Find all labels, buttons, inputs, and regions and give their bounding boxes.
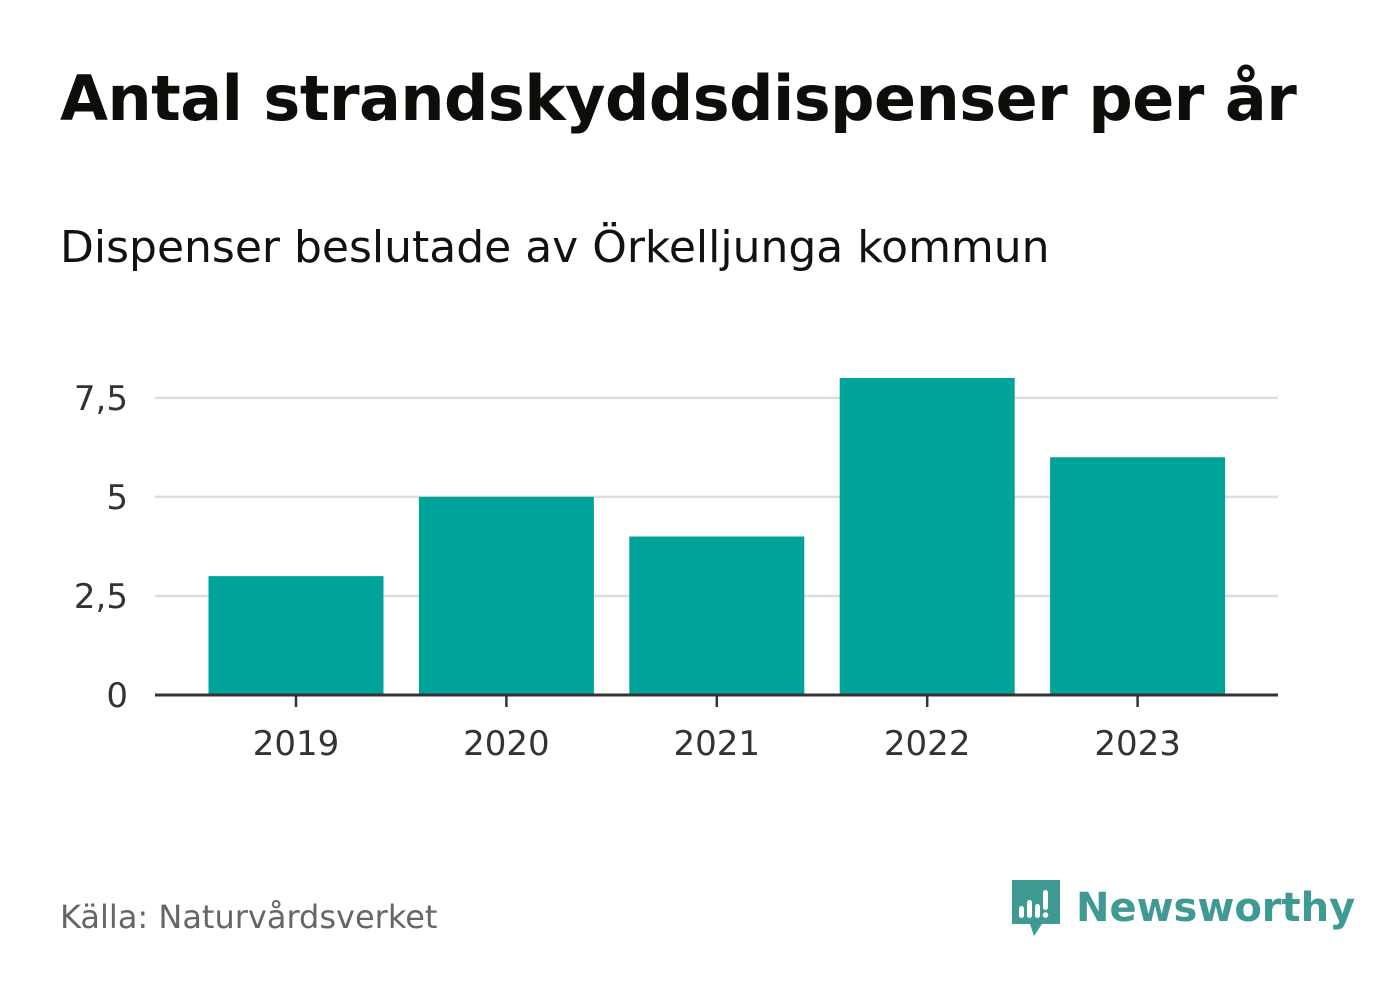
y-tick-label: 5 xyxy=(106,478,128,518)
y-tick-label: 0 xyxy=(106,676,128,716)
bars xyxy=(208,378,1226,695)
x-tick-label: 2021 xyxy=(674,724,761,764)
x-tick-label: 2020 xyxy=(463,724,550,764)
y-tick-label: 7,5 xyxy=(74,379,128,419)
bar-2022 xyxy=(839,378,1015,695)
x-tick-label: 2022 xyxy=(884,724,971,764)
source-note: Källa: Naturvårdsverket xyxy=(60,898,438,936)
chart-title: Antal strandskyddsdispenser per år xyxy=(60,62,1297,135)
y-tick-label: 2,5 xyxy=(74,577,128,617)
y-axis-ticks: 0 2,5 5 7,5 xyxy=(74,379,128,716)
x-tick-label: 2023 xyxy=(1094,724,1181,764)
chart-subtitle: Dispenser beslutade av Örkelljunga kommu… xyxy=(60,222,1050,273)
brand-logo: Newsworthy xyxy=(1010,878,1355,938)
bar-2019 xyxy=(208,576,384,695)
bar-2023 xyxy=(1050,457,1226,695)
bar-2021 xyxy=(629,536,805,695)
x-tick-label: 2019 xyxy=(253,724,340,764)
x-axis-ticks: 2019 2020 2021 2022 2023 xyxy=(253,695,1181,764)
bar-2020 xyxy=(418,496,594,695)
brand-name: Newsworthy xyxy=(1076,885,1356,931)
bar-chart-speech-bubble-icon xyxy=(1012,880,1060,936)
